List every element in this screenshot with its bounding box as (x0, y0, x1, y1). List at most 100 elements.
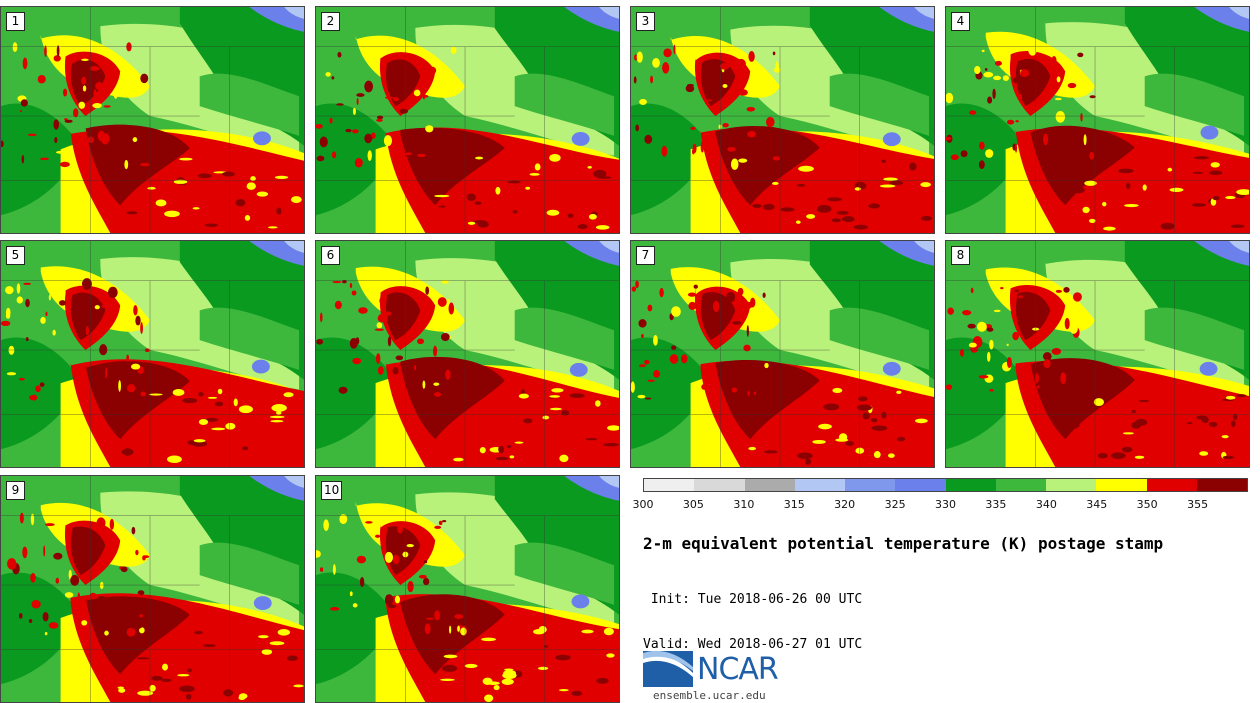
stamp-map-10 (316, 476, 619, 702)
map-region (631, 337, 711, 450)
stamp-map-4 (946, 7, 1249, 233)
map-speckle (764, 362, 769, 369)
map-speckle (316, 550, 321, 558)
stamp-panel-2[interactable]: 2 (315, 6, 620, 234)
map-speckle (960, 150, 968, 158)
colorbar (643, 478, 1248, 492)
map-speckle (812, 439, 826, 444)
map-speckle (1006, 356, 1012, 369)
stamp-panel-10[interactable]: 10 (315, 475, 620, 703)
map-region (199, 307, 300, 370)
map-speckle (1006, 343, 1009, 346)
map-speckle (330, 607, 340, 611)
map-speckle (423, 95, 429, 98)
map-speckle (1089, 151, 1095, 160)
map-speckle (56, 45, 60, 57)
map-speckle (1097, 452, 1108, 459)
map-speckle (440, 678, 455, 681)
colorbar-tick-label: 315 (783, 498, 805, 511)
map-speckle (549, 395, 560, 398)
map-speckle (23, 282, 32, 285)
map-speckle (87, 136, 95, 143)
map-speckle (19, 512, 24, 524)
map-speckle (59, 300, 66, 306)
map-speckle (182, 398, 198, 404)
map-speckle (831, 218, 841, 223)
stamp-panel-7[interactable]: 7 (630, 240, 935, 468)
map-speckle (712, 300, 720, 313)
map-speckle (805, 458, 812, 465)
map-speckle (39, 382, 45, 387)
map-speckle (647, 304, 653, 312)
map-speckle (417, 153, 426, 158)
logo-text: NCAR (697, 652, 779, 687)
map-speckle (727, 146, 736, 152)
map-speckle (701, 384, 708, 390)
stamp-panel-6[interactable]: 6 (315, 240, 620, 468)
map-region (1144, 73, 1245, 136)
stamp-panel-3[interactable]: 3 (630, 6, 935, 234)
map-speckle (772, 156, 781, 161)
map-speckle (762, 292, 766, 298)
map-speckle (364, 133, 373, 144)
map-speckle (1021, 385, 1031, 393)
map-water (249, 476, 304, 501)
map-speckle (498, 445, 503, 453)
map-speckle (653, 334, 658, 346)
map-speckle (747, 390, 750, 397)
stamp-panel-9[interactable]: 9 (0, 475, 305, 703)
stamp-panel-4[interactable]: 4 (945, 6, 1250, 234)
map-speckle (105, 367, 108, 379)
stamp-panel-5[interactable]: 5 (0, 240, 305, 468)
map-speckle (743, 344, 751, 352)
map-speckle (172, 388, 185, 396)
map-speckle (1118, 168, 1134, 174)
map-speckle (164, 393, 169, 398)
map-speckle (433, 382, 440, 386)
map-speckle (345, 128, 352, 133)
map-speckle (422, 88, 426, 100)
state-borders (946, 241, 1249, 467)
map-region (400, 594, 505, 675)
colorbar-segment (744, 479, 795, 491)
map-speckle (433, 167, 443, 173)
map-speckle (162, 663, 168, 671)
map-speckle (102, 292, 109, 298)
map-speckle (1015, 120, 1019, 123)
run-info: Init: Tue 2018-06-26 00 UTC Valid: Wed 2… (643, 562, 862, 667)
map-speckle (5, 312, 11, 319)
colorbar-segment (644, 479, 695, 491)
map-speckle (124, 159, 129, 170)
map-speckle (946, 92, 954, 104)
map-speckle (639, 98, 647, 106)
map-speckle (978, 375, 989, 379)
map-speckle (796, 184, 806, 187)
map-speckle (746, 107, 756, 112)
map-speckle (20, 109, 23, 113)
map-speckle (1110, 452, 1126, 459)
map-speckle (735, 368, 739, 372)
map-speckle (631, 286, 637, 292)
map-speckle (214, 401, 224, 407)
map-speckle (456, 393, 460, 397)
map-speckle (663, 48, 672, 58)
map-region (385, 292, 421, 341)
panel-number: 9 (6, 481, 25, 500)
map-speckle (823, 403, 840, 411)
map-speckle (748, 446, 756, 451)
map-speckle (31, 600, 41, 609)
map-speckle (467, 221, 476, 225)
stamp-panel-1[interactable]: 1 (0, 6, 305, 234)
map-speckle (983, 71, 994, 78)
map-speckle (82, 85, 87, 92)
map-speckle (418, 574, 427, 579)
colorbar-segment (895, 479, 946, 491)
map-water (1229, 7, 1249, 19)
map-speckle (97, 596, 106, 602)
map-speckle (482, 677, 493, 685)
stamp-panel-8[interactable]: 8 (945, 240, 1250, 468)
map-speckle (352, 107, 356, 116)
map-speckle (319, 567, 324, 572)
map-speckle (132, 137, 138, 143)
colorbar-tick-label: 345 (1086, 498, 1108, 511)
